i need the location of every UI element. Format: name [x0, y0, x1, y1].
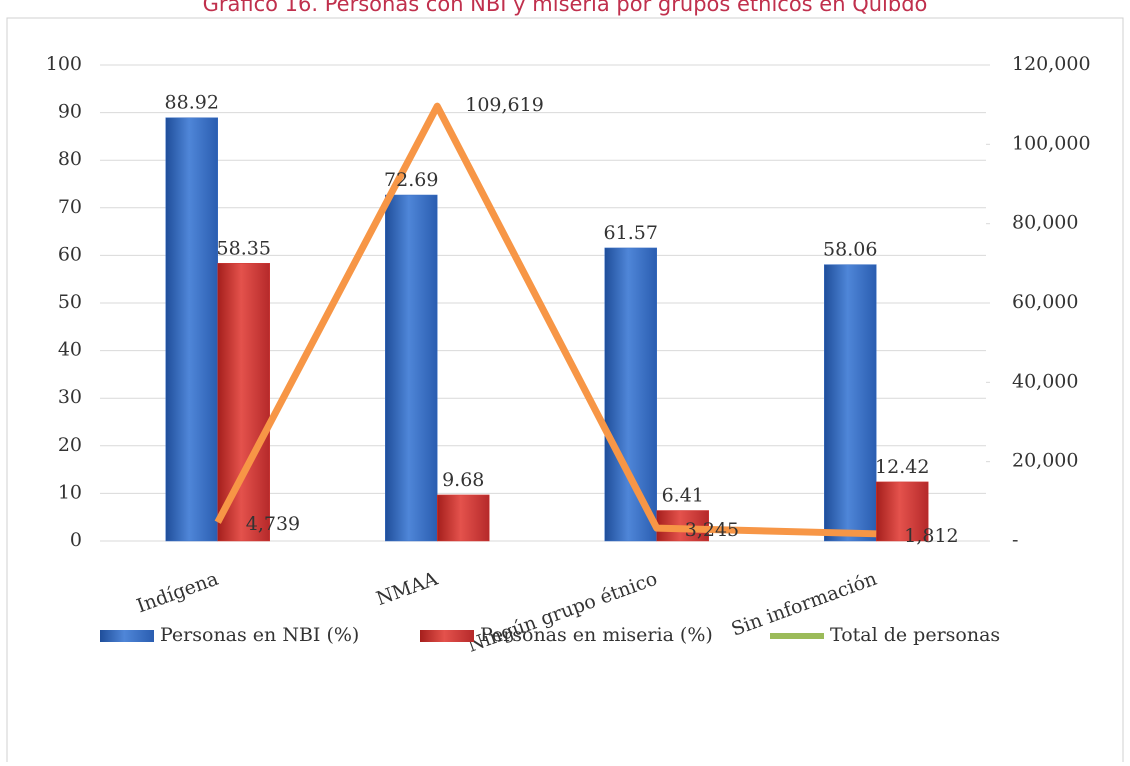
bar: [385, 194, 438, 542]
x-tick-label: Indígena: [134, 568, 221, 618]
y2-tick-label: 20,000: [1012, 450, 1078, 472]
y2-tick-label: 60,000: [1012, 291, 1078, 313]
data-label: 61.57: [604, 222, 658, 244]
y-tick-label: 90: [58, 101, 82, 123]
y-tick-label: 80: [58, 148, 82, 170]
y2-tick-label: 40,000: [1012, 370, 1078, 392]
legend-swatch: [420, 630, 474, 642]
bar: [604, 247, 657, 542]
y2-tick-label: -: [1012, 529, 1018, 551]
y2-tick-label: 80,000: [1012, 212, 1078, 234]
data-label: 88.92: [165, 92, 219, 114]
legend-swatch: [100, 630, 154, 642]
chart-frame: [6, 17, 1124, 766]
data-label: 12.42: [875, 456, 929, 478]
y-tick-label: 40: [58, 339, 82, 361]
y2-tick-label: 120,000: [1012, 53, 1091, 75]
bar: [217, 263, 270, 542]
y-tick-label: 100: [46, 53, 82, 75]
y-tick-label: 20: [58, 434, 82, 456]
data-label: 6.41: [662, 484, 704, 506]
y-tick-label: 60: [58, 243, 82, 265]
chart-title: Gráfico 16. Personas con NBI y miseria p…: [203, 0, 928, 16]
data-label: 58.35: [217, 237, 271, 259]
bar: [876, 481, 929, 542]
bar: [437, 494, 490, 542]
data-label: 1,812: [904, 525, 958, 547]
y2-tick-label: 100,000: [1012, 132, 1091, 154]
bar: [165, 117, 218, 542]
legend-label: Personas en miseria (%): [480, 624, 713, 646]
data-label: 109,619: [465, 94, 544, 116]
data-label: 9.68: [442, 469, 484, 491]
bar: [824, 264, 877, 542]
data-label: 4,739: [246, 513, 300, 535]
data-label: 58.06: [823, 239, 877, 261]
data-label: 72.69: [384, 169, 438, 191]
y-tick-label: 10: [58, 481, 82, 503]
y-tick-label: 70: [58, 196, 82, 218]
y-tick-label: 30: [58, 386, 82, 408]
data-label: 3,245: [685, 519, 739, 541]
legend-label: Personas en NBI (%): [160, 624, 359, 646]
y-tick-label: 50: [58, 291, 82, 313]
x-tick-label: NMAA: [373, 568, 440, 610]
line: [214, 102, 877, 538]
y-tick-label: 0: [70, 529, 82, 551]
legend-label: Total de personas: [830, 624, 1000, 646]
